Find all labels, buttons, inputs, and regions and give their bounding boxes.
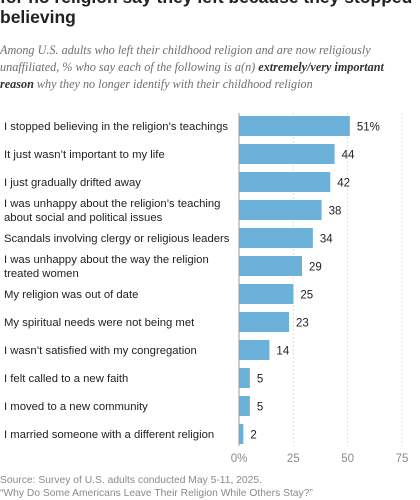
value-label: 38 (329, 206, 342, 218)
subtitle-text: Among U.S. adults who left their childho… (0, 43, 371, 74)
bar (239, 424, 244, 444)
x-tick-label: 25 (287, 453, 300, 465)
report-title-line: “Why Do Some Americans Leave Their Relig… (0, 488, 313, 499)
bar (239, 368, 250, 388)
source-note: Source: Survey of U.S. adults conducted … (0, 474, 420, 500)
value-label: 14 (276, 346, 289, 358)
category-label: I married someone with a different relig… (4, 429, 214, 441)
category-label: I moved to a new community (4, 401, 148, 413)
category-label: I felt called to a new faith (4, 373, 128, 385)
bar (239, 340, 270, 360)
bar (239, 256, 303, 276)
subtitle-emphasis: extremely/very important reason (0, 60, 384, 91)
x-tick-label: 0% (231, 453, 248, 465)
chart-title: for no religion say they left because th… (0, 0, 412, 27)
value-label: 51% (357, 122, 380, 134)
category-label: My religion was out of date (4, 289, 138, 301)
category-label: It just wasn’t important to my life (4, 149, 165, 161)
value-label: 5 (257, 374, 263, 386)
value-label: 25 (300, 290, 313, 302)
bar (239, 284, 294, 304)
category-label: I was unhappy about the way the religion… (4, 254, 209, 280)
category-label: My spiritual needs were not being met (4, 317, 195, 329)
category-label: I wasn’t satisfied with my congregation (4, 345, 197, 357)
bar (239, 396, 250, 416)
bar (239, 312, 289, 332)
value-label: 44 (342, 150, 355, 162)
source-line: Source: Survey of U.S. adults conducted … (0, 475, 262, 486)
value-label: 42 (337, 178, 350, 190)
bar (239, 144, 335, 164)
value-label: 23 (296, 318, 309, 330)
x-tick-label: 50 (341, 453, 354, 465)
bar-chart: 0% 25 50 75I stopped believing in the relig… (4, 113, 409, 465)
bar (239, 172, 331, 192)
value-label: 5 (257, 402, 263, 414)
category-label: Scandals involving clergy or religious l… (4, 233, 230, 245)
category-label: I stopped believing in the religion’s te… (4, 121, 228, 133)
category-label: I just gradually drifted away (4, 177, 141, 189)
category-label: I was unhappy about the religion’s teach… (4, 198, 220, 224)
chart-subtitle: Among U.S. adults who left their childho… (0, 42, 418, 93)
value-label: 34 (320, 234, 333, 246)
bar (239, 228, 313, 248)
x-tick-label: 75 (396, 453, 409, 465)
bar (239, 200, 322, 220)
bar (239, 116, 350, 136)
value-label: 2 (250, 430, 256, 442)
subtitle-text-end: why they no longer identify with their c… (33, 77, 313, 91)
value-label: 29 (309, 262, 322, 274)
